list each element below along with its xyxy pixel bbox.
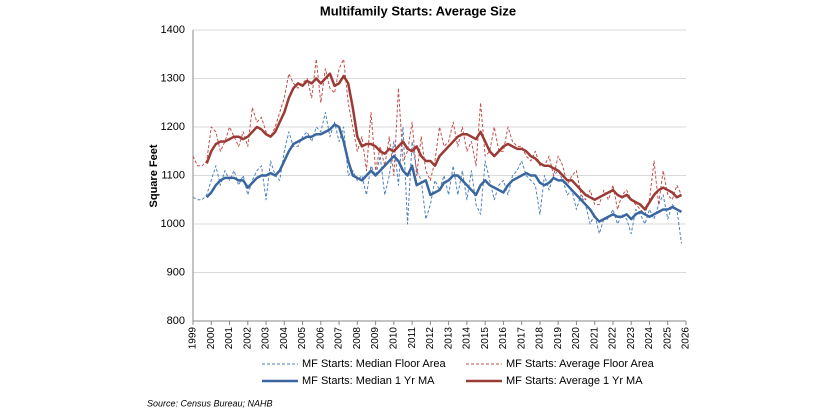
y-tick-label: 1300 <box>161 72 185 84</box>
x-tick-label: 2020 <box>571 327 582 350</box>
legend-label: MF Starts: Median 1 Yr MA <box>302 375 435 387</box>
y-tick-label: 1200 <box>161 121 185 133</box>
x-tick-label: 2010 <box>388 327 399 350</box>
x-tick-label: 2000 <box>206 327 217 350</box>
x-tick-label: 2004 <box>279 327 290 350</box>
legend-label: MF Starts: Median Floor Area <box>302 358 447 370</box>
x-tick-label: 2006 <box>315 327 326 350</box>
y-tick-label: 800 <box>167 315 185 327</box>
x-tick-label: 2001 <box>224 327 235 350</box>
x-tick-label: 2016 <box>498 327 509 350</box>
x-tick-label: 2025 <box>662 327 673 350</box>
series-line <box>192 111 682 244</box>
series-line <box>192 58 682 215</box>
y-axis-label: Square Feet <box>148 144 160 207</box>
x-tick-label: 2008 <box>352 327 363 350</box>
x-tick-label: 2011 <box>407 327 418 349</box>
x-tick-label: 2026 <box>681 327 692 350</box>
x-tick-label: 2005 <box>297 327 308 350</box>
x-tick-label: 2022 <box>608 327 619 350</box>
x-tick-label: 2003 <box>261 327 272 350</box>
series-line <box>205 123 683 223</box>
chart-title: Multifamily Starts: Average Size <box>320 3 516 18</box>
y-tick-label: 1000 <box>161 218 185 230</box>
x-tick-label: 2002 <box>242 327 253 350</box>
x-tick-label: 2012 <box>425 327 436 350</box>
x-tick-label: 2017 <box>516 327 527 350</box>
x-tick-label: 2018 <box>535 327 546 350</box>
x-tick-label: 1999 <box>188 327 199 350</box>
y-tick-label: 900 <box>167 266 185 278</box>
x-tick-label: 2024 <box>644 327 655 350</box>
legend-label: MF Starts: Average 1 Yr MA <box>506 375 643 387</box>
series-line <box>205 72 683 211</box>
x-tick-label: 2014 <box>462 327 473 350</box>
y-tick-label: 1400 <box>161 24 185 36</box>
x-tick-label: 2015 <box>480 327 491 350</box>
x-tick-label: 2013 <box>443 327 454 350</box>
x-tick-label: 2007 <box>334 327 345 350</box>
source-note: Source: Census Bureau; NAHB <box>147 398 273 408</box>
x-tick-label: 2019 <box>553 327 564 350</box>
y-tick-label: 1100 <box>161 169 185 181</box>
x-tick-label: 2023 <box>626 327 637 350</box>
x-tick-label: 2021 <box>589 327 600 350</box>
legend-label: MF Starts: Average Floor Area <box>506 358 655 370</box>
x-tick-label: 2009 <box>370 327 381 350</box>
